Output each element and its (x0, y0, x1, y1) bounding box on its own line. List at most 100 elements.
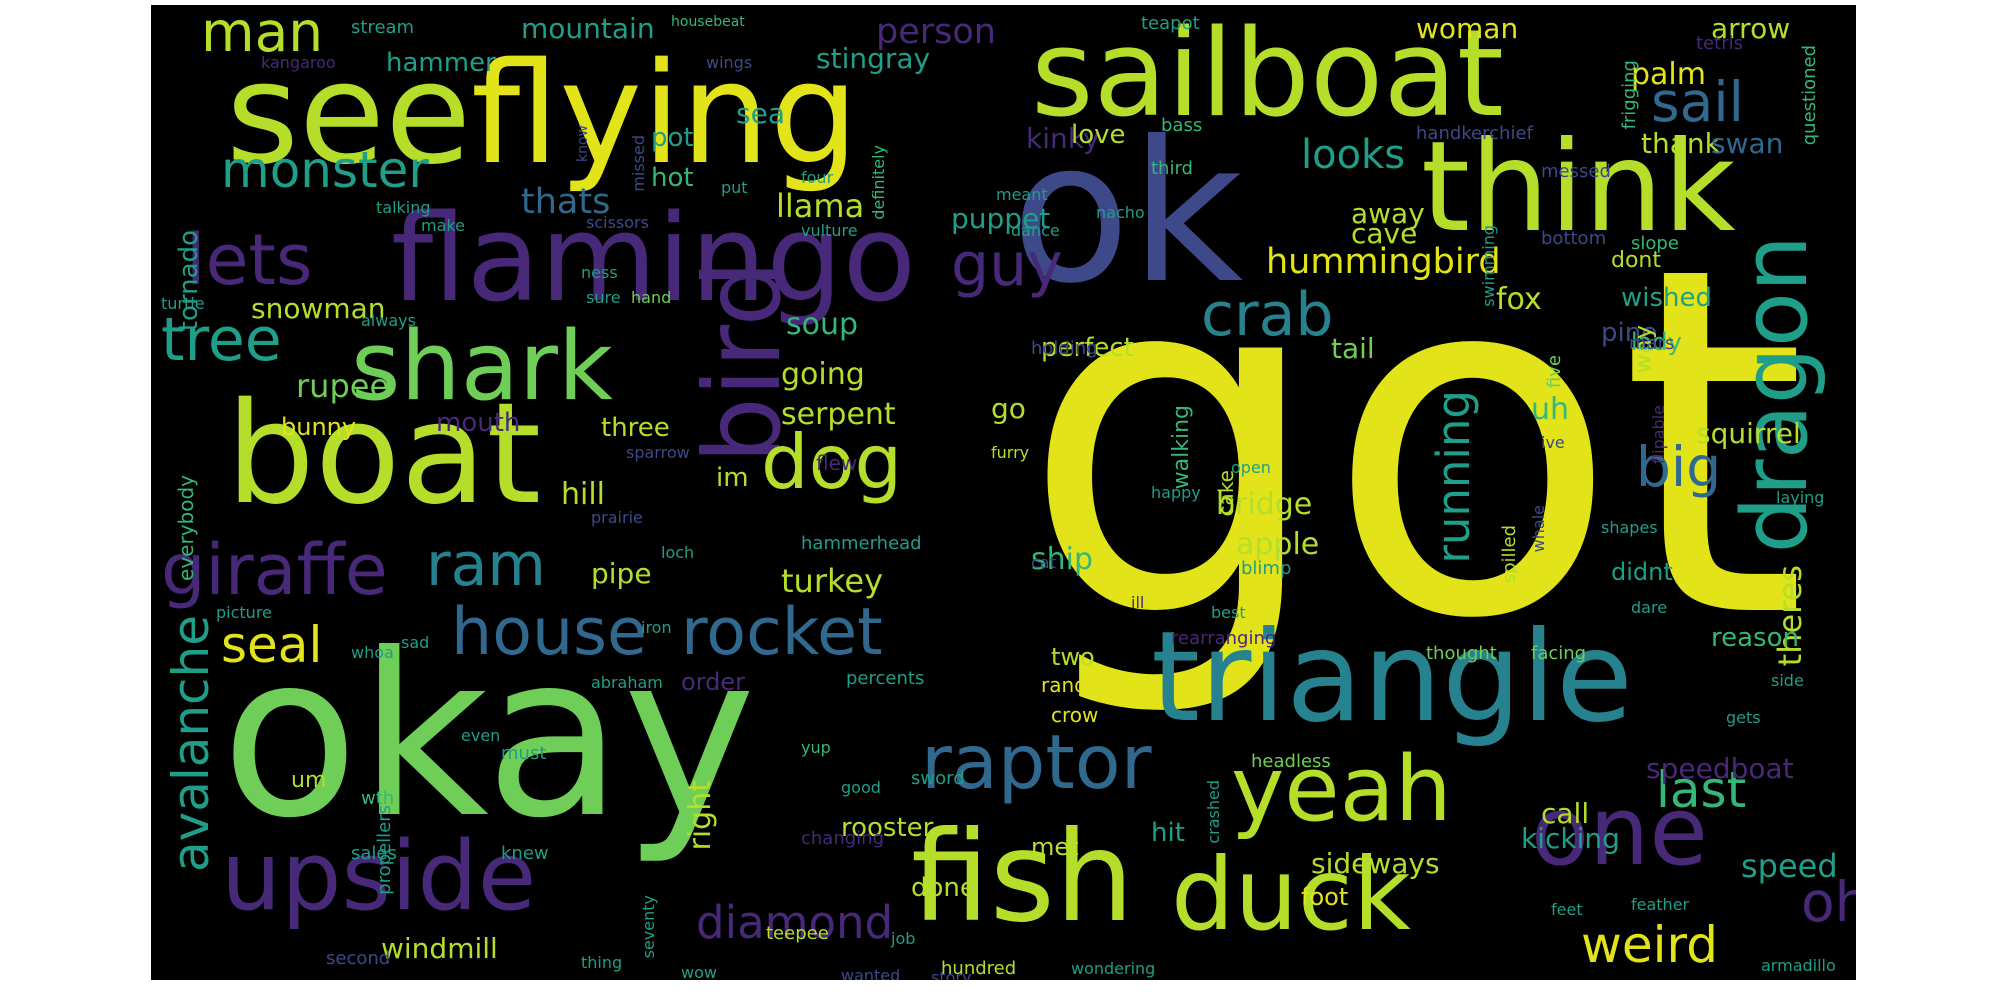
cloud-word-person: person (876, 12, 996, 52)
cloud-word-sales: sales (351, 843, 397, 864)
cloud-word-sail: sail (1651, 70, 1744, 134)
cloud-word-flew: flew (816, 451, 858, 475)
cloud-word-one: one (1531, 777, 1708, 887)
cloud-word-loch: loch (661, 543, 695, 562)
cloud-word-good: good (841, 778, 881, 797)
cloud-word-handkerchief: handkerchief (1416, 123, 1533, 144)
cloud-word-vulture: vulture (801, 221, 858, 240)
cloud-word-turkey: turkey (781, 562, 883, 600)
cloud-word-mountain: mountain (521, 12, 655, 45)
cloud-word-open: open (1231, 458, 1271, 477)
cloud-word-housebeat: housebeat (671, 14, 745, 30)
cloud-word-swimming: swimming (1479, 225, 1498, 307)
cloud-word-wanted: wanted (841, 966, 901, 981)
cloud-word-ness: ness (581, 263, 618, 282)
cloud-word-tornado: tornado (174, 230, 204, 332)
cloud-word-bridge: bridge (1216, 487, 1313, 522)
cloud-word-changing: changing (801, 828, 885, 849)
cloud-word-three: three (601, 413, 670, 443)
cloud-word-ill: ill (1131, 593, 1145, 612)
cloud-word-sad: sad (401, 633, 430, 652)
cloud-word-order: order (681, 668, 745, 696)
cloud-word-dont: dont (1611, 248, 1661, 273)
cloud-word-going: going (781, 357, 865, 392)
cloud-word-wished: wished (1621, 283, 1713, 313)
cloud-word-man: man (201, 5, 324, 64)
cloud-word-shark: shark (351, 312, 613, 422)
cloud-word-rocket: rocket (681, 595, 883, 670)
cloud-word-sword: sword (911, 768, 965, 789)
cloud-word-tetris: tetris (1696, 33, 1743, 54)
cloud-word-away: away (1351, 197, 1425, 230)
cloud-word-see: see (226, 33, 472, 196)
cloud-word-crow: crow (1051, 703, 1099, 727)
cloud-word-must: must (501, 743, 547, 764)
cloud-word-seventy: seventy (639, 895, 658, 959)
cloud-word-right: right (683, 780, 718, 851)
cloud-word-five: five (1544, 355, 1565, 389)
cloud-word-definitely: definitely (869, 145, 888, 220)
cloud-word-feather: feather (1631, 895, 1690, 914)
cloud-word-rooster: rooster (841, 813, 934, 843)
cloud-word-dance: dance (1011, 221, 1060, 240)
cloud-word-everybody: everybody (174, 475, 198, 581)
cloud-word-sparrow: sparrow (626, 443, 690, 462)
cloud-word-teapot: teapot (1141, 13, 1200, 34)
cloud-word-big: big (1636, 435, 1722, 499)
cloud-word-story: story (931, 968, 972, 981)
cloud-word-reason: reason (1711, 623, 1799, 653)
cloud-word-met: met (1031, 833, 1079, 861)
cloud-word-last: last (1656, 761, 1747, 819)
cloud-word-im: im (716, 463, 749, 493)
cloud-word-guy: guy (951, 230, 1063, 300)
cloud-word-messed: messed (1541, 161, 1611, 182)
cloud-word-got: got (1021, 165, 1808, 724)
cloud-word-puppet: puppet (951, 202, 1051, 235)
cloud-word-lady: lady (1631, 328, 1682, 356)
cloud-word-palm: palm (1631, 57, 1706, 92)
cloud-word-ive: ive (1541, 433, 1565, 452)
cloud-word-slope: slope (1631, 233, 1679, 254)
cloud-word-walking: walking (1169, 405, 1194, 490)
cloud-word-cat: cat (1031, 553, 1056, 572)
cloud-word-duck: duck (1171, 836, 1411, 953)
cloud-word-wth: wth (361, 788, 395, 809)
cloud-word-teepee: teepee (766, 923, 829, 944)
cloud-word-tail: tail (1331, 332, 1375, 365)
cloud-word-stream: stream (351, 17, 415, 38)
cloud-word-hot: hot (651, 163, 694, 193)
cloud-word-thank: thank (1641, 127, 1721, 160)
cloud-word-crab: crab (1201, 280, 1334, 350)
cloud-word-hammer: hammer (386, 48, 496, 78)
cloud-word-fish: fish (911, 805, 1135, 950)
cloud-word-prairie: prairie (591, 508, 643, 527)
cloud-word-missed: missed (629, 135, 648, 192)
cloud-word-yup: yup (801, 738, 831, 757)
cloud-word-windmill: windmill (381, 932, 498, 965)
cloud-word-woman: woman (1416, 12, 1519, 45)
cloud-word-cave: cave (1351, 217, 1418, 250)
cloud-word-raptor: raptor (921, 718, 1152, 806)
cloud-word-wings: wings (706, 53, 753, 72)
cloud-word-hummingbird: hummingbird (1266, 242, 1501, 282)
cloud-word-flamingo: flamingo (391, 190, 916, 329)
cloud-word-seal: seal (221, 616, 323, 674)
cloud-word-kicking: kicking (1521, 822, 1620, 855)
cloud-word-soup: soup (786, 307, 859, 342)
cloud-word-thing: thing (581, 953, 623, 972)
cloud-word-abraham: abraham (591, 673, 663, 692)
cloud-word-lets: lets (186, 219, 313, 301)
cloud-word-oh: oh (1801, 870, 1856, 934)
cloud-word-ship: ship (1031, 542, 1094, 577)
cloud-word-perfect: perfect (1041, 333, 1134, 363)
cloud-word-even: even (461, 726, 501, 745)
cloud-word-rupee: rupee (296, 367, 390, 405)
cloud-word-know: know (575, 125, 591, 162)
cloud-word-uh: uh (1531, 392, 1570, 427)
cloud-word-um: um (291, 768, 327, 793)
cloud-word-sailboat: sailboat (1031, 5, 1504, 144)
cloud-word-arrow: arrow (1711, 12, 1791, 45)
cloud-word-pine: pine (1601, 318, 1658, 348)
cloud-word-running: running (1427, 390, 1480, 564)
cloud-word-sideways: sideways (1311, 847, 1440, 880)
